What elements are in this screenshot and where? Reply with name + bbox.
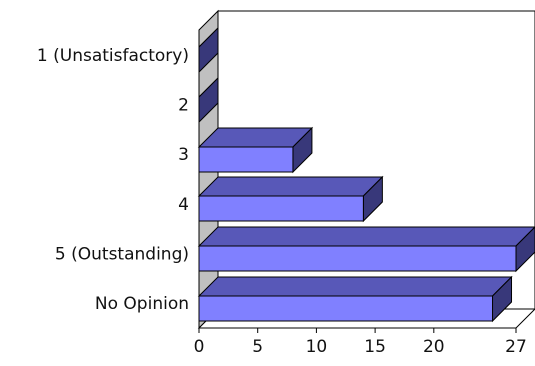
category-label: 5 (Outstanding): [55, 245, 189, 265]
x-tick-label: 5: [252, 337, 263, 357]
chart-axes: [198, 30, 517, 333]
bar-top-3: [197, 176, 384, 197]
x-tick-label: 10: [306, 337, 328, 357]
category-label: 3: [178, 145, 189, 165]
category-label: 4: [178, 195, 189, 215]
bar-3: [198, 195, 364, 222]
x-tick-label: 15: [364, 337, 386, 357]
bar-top-4: [197, 226, 535, 247]
bar-top-5: [197, 276, 513, 297]
x-tick-label: 0: [194, 337, 205, 357]
category-label: No Opinion: [95, 294, 189, 314]
x-tick-label: 27: [505, 337, 527, 357]
bar-2: [198, 146, 294, 173]
x-tick-label: 20: [423, 337, 445, 357]
category-label: 1 (Unsatisfactory): [37, 46, 189, 66]
category-label: 2: [178, 96, 189, 116]
bar-5: [198, 295, 494, 322]
bar-4: [198, 245, 517, 272]
bar-top-2: [197, 127, 314, 148]
chart-labels: 1 (Unsatisfactory) 2 3 4 5 (Outstanding) No O…: [37, 46, 527, 357]
